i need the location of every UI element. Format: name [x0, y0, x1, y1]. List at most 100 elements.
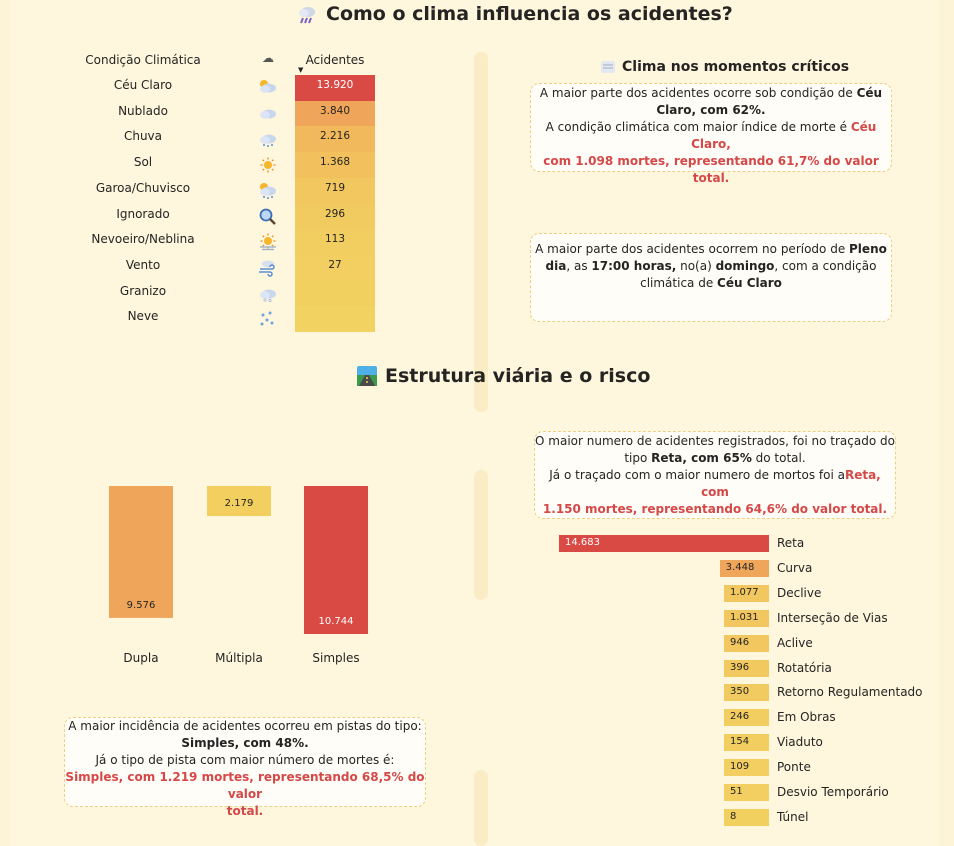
tracado-bar-value: 154 [730, 736, 750, 748]
weather-condition-label[interactable]: Chuva [123, 129, 163, 144]
accidents-cell[interactable]: 27 [295, 254, 375, 282]
card-text: Já o tipo de pista com maior número de m… [95, 753, 395, 767]
accidents-cell[interactable]: 296 [295, 203, 375, 230]
tracado-bar-value: 350 [730, 686, 750, 698]
pista-bar-dupla[interactable] [109, 486, 173, 618]
pista-category-label: Múltipla [215, 651, 263, 665]
tracado-bar-value: 396 [730, 661, 750, 673]
card-text: A condição climática com maior índice de… [545, 120, 851, 134]
weather-condition-label[interactable]: Garoa/Chuvisco [95, 180, 191, 195]
tracado-category-label: Declive [777, 585, 822, 600]
card-text-bold: Céu [856, 86, 883, 100]
tracado-bar[interactable] [719, 559, 769, 577]
road-icon [357, 366, 377, 386]
fog-sun-icon [256, 231, 280, 251]
tracado-bar-value: 8 [730, 810, 737, 822]
insight-card-weather: A maior parte dos acidentes ocorre sob c… [530, 83, 892, 185]
card-text: , com a condição [774, 259, 877, 273]
tracado-bar[interactable] [724, 734, 769, 752]
tracado-category-label: Reta [777, 536, 805, 550]
pista-category-label: Simples [312, 651, 360, 665]
section-title-text: Estrutura viária e o risco [385, 365, 651, 387]
snow-icon [256, 308, 280, 328]
accidents-value: 719 [324, 181, 346, 194]
tracado-category-label: Rotatória [777, 660, 832, 675]
tracado-bar[interactable] [724, 634, 769, 652]
column-header-condition[interactable]: Condição Climática [85, 53, 201, 67]
accidents-cell[interactable]: 719 [295, 177, 375, 204]
wind-icon [256, 257, 280, 277]
weather-condition-label[interactable]: Granizo [119, 283, 167, 298]
tracado-bar-value: 946 [730, 636, 750, 648]
tracado-category-label: Túnel [777, 809, 809, 824]
pista-bar-simples[interactable] [304, 486, 368, 634]
sun-icon [256, 154, 280, 174]
card-text: Já o traçado com o maior numero de morto… [549, 468, 845, 482]
weather-condition-label[interactable]: Neve [127, 309, 159, 324]
accidents-cell[interactable]: 113 [295, 229, 375, 256]
weather-condition-label[interactable]: Nevoeiro/Neblina [91, 232, 195, 247]
card-text-highlight: total. [226, 804, 264, 818]
tracado-category-label: Retorno Regulamentado [777, 685, 923, 700]
tracado-bar[interactable] [724, 584, 769, 602]
tracado-bar[interactable] [724, 684, 769, 702]
tracado-bar[interactable] [724, 759, 769, 777]
pista-category-label: Dupla [123, 651, 159, 665]
fog-icon [601, 61, 615, 73]
weather-condition-label[interactable]: Ignorado [116, 206, 170, 221]
rain-cloud-icon [256, 128, 280, 148]
card-text-bold: Pleno [849, 242, 887, 256]
weather-condition-label[interactable]: Céu Claro [113, 78, 173, 92]
tracado-category-label: Viaduto [777, 735, 823, 750]
card-text: A maior parte dos acidentes ocorre sob c… [539, 86, 857, 100]
tracado-bar-value: 14.683 [565, 537, 600, 548]
accidents-cell[interactable]: 3.840 [295, 100, 375, 127]
accidents-cell[interactable]: 2.216 [295, 126, 375, 153]
column-header-accidents[interactable]: Acidentes [305, 53, 365, 67]
card-text: A maior incidência de acidentes ocorreu … [68, 719, 422, 733]
tracado-bar[interactable] [559, 535, 769, 552]
card-text-bold: Reta, com 65% [651, 451, 752, 465]
column-header-icon[interactable]: ☁ [262, 51, 274, 65]
insight-card-pista: A maior incidência de acidentes ocorreu … [64, 717, 426, 818]
accidents-value: 2.216 [319, 130, 351, 143]
accidents-value: 1.368 [319, 156, 351, 169]
divider-strip [474, 770, 488, 846]
accidents-cell[interactable] [295, 280, 375, 307]
card-text: A maior parte dos acidentes ocorrem no p… [535, 242, 850, 256]
card-text: tipo [624, 451, 652, 465]
accidents-cell[interactable]: 1.368 [295, 152, 375, 179]
tracado-bar-value: 3.448 [725, 561, 755, 573]
insight-card-period: A maior parte dos acidentes ocorrem no p… [530, 233, 892, 322]
pista-bar-value: 9.576 [126, 599, 156, 611]
weather-condition-label[interactable]: Vento [125, 257, 161, 272]
card-text-highlight: com 1.098 mortes, representando 61,7% do… [543, 154, 879, 185]
tracado-bar-value: 246 [730, 711, 750, 723]
tracado-bar[interactable] [724, 808, 769, 826]
tracado-bar[interactable] [724, 659, 769, 677]
weather-condition-label[interactable]: Nublado [118, 103, 168, 118]
accidents-value: 13.920 [316, 79, 354, 91]
sun-cloud-icon [256, 77, 280, 97]
cloud-icon [256, 103, 280, 123]
card-text-bold: domingo [715, 259, 775, 273]
tracado-bar[interactable] [724, 709, 769, 727]
critical-title-text: Clima nos momentos críticos [622, 59, 850, 75]
accidents-cell[interactable] [295, 306, 375, 333]
weather-condition-label[interactable]: Sol [133, 155, 153, 170]
tracado-bar-value: 109 [730, 761, 750, 773]
card-text-highlight: 1.150 mortes, representando 64,6% do val… [542, 502, 888, 516]
tracado-bar[interactable] [724, 609, 769, 627]
card-text: no(a) [676, 259, 716, 273]
accidents-cell[interactable]: 13.920 [295, 75, 375, 102]
tracado-bar[interactable] [724, 784, 769, 801]
tracado-category-label: Desvio Temporário [777, 785, 889, 799]
rain-cloud-icon [299, 7, 315, 24]
pista-bar-múltipla[interactable] [207, 486, 271, 517]
accidents-value: 3.840 [319, 104, 351, 117]
hail-icon [256, 283, 280, 303]
card-text-highlight: Simples, com 1.219 mortes, representando… [65, 770, 425, 801]
section-title-weather: Como o clima influencia os acidentes? [296, 3, 733, 25]
sort-arrow-icon[interactable]: ▼ [298, 66, 304, 74]
critical-title: Clima nos momentos críticos [600, 59, 849, 75]
